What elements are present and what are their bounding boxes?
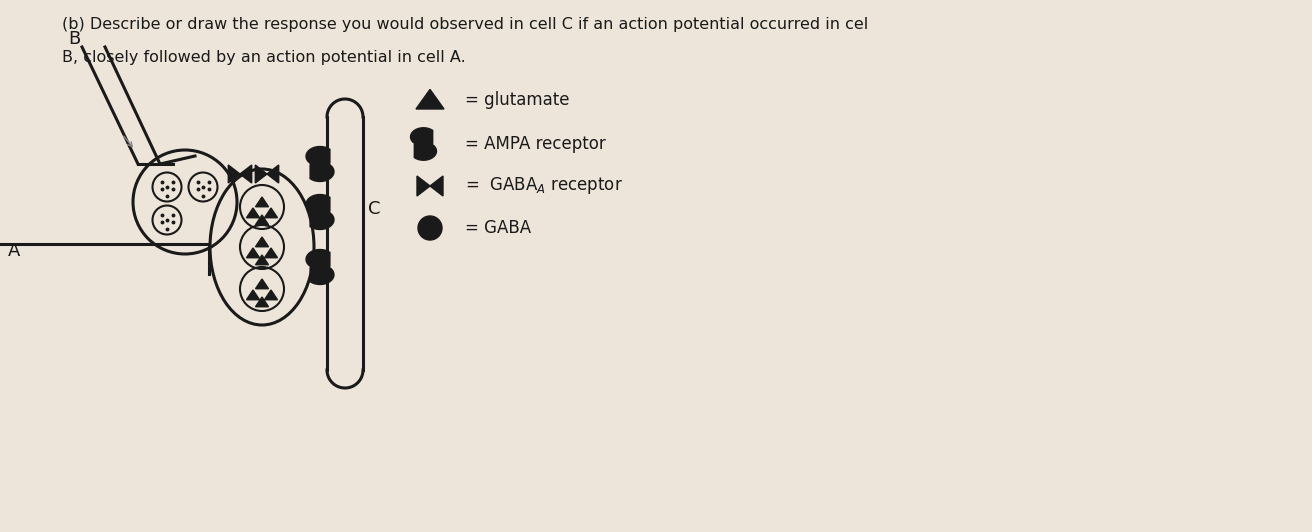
Text: A: A [8, 242, 21, 260]
Polygon shape [416, 89, 443, 109]
Polygon shape [247, 208, 260, 218]
Polygon shape [265, 248, 278, 257]
Polygon shape [256, 197, 269, 207]
Text: = AMPA receptor: = AMPA receptor [464, 135, 606, 153]
Polygon shape [256, 215, 269, 225]
Polygon shape [310, 162, 335, 181]
Polygon shape [306, 146, 329, 166]
Polygon shape [310, 210, 335, 229]
Polygon shape [256, 255, 269, 265]
Text: B, closely followed by an action potential in cell A.: B, closely followed by an action potenti… [62, 50, 466, 65]
Text: =  GABA$_A$ receptor: = GABA$_A$ receptor [464, 176, 623, 196]
Text: C: C [367, 200, 380, 218]
Polygon shape [228, 165, 240, 183]
Text: (b) Describe or draw the response you would observed in cell C if an action pote: (b) Describe or draw the response you wo… [62, 17, 869, 32]
Polygon shape [247, 290, 260, 300]
Polygon shape [417, 176, 430, 196]
Polygon shape [430, 176, 443, 196]
Polygon shape [256, 279, 269, 289]
Polygon shape [247, 248, 260, 257]
Polygon shape [306, 195, 329, 214]
Polygon shape [411, 128, 433, 146]
Polygon shape [265, 290, 278, 300]
Text: = glutamate: = glutamate [464, 91, 569, 109]
Circle shape [419, 216, 442, 240]
Polygon shape [310, 265, 335, 285]
Text: = GABA: = GABA [464, 219, 531, 237]
Polygon shape [256, 237, 269, 247]
Polygon shape [256, 165, 268, 183]
Text: B: B [68, 30, 80, 48]
Polygon shape [256, 297, 269, 307]
Polygon shape [306, 250, 329, 269]
Polygon shape [268, 165, 278, 183]
Polygon shape [415, 142, 437, 160]
Polygon shape [265, 208, 278, 218]
Polygon shape [240, 165, 252, 183]
